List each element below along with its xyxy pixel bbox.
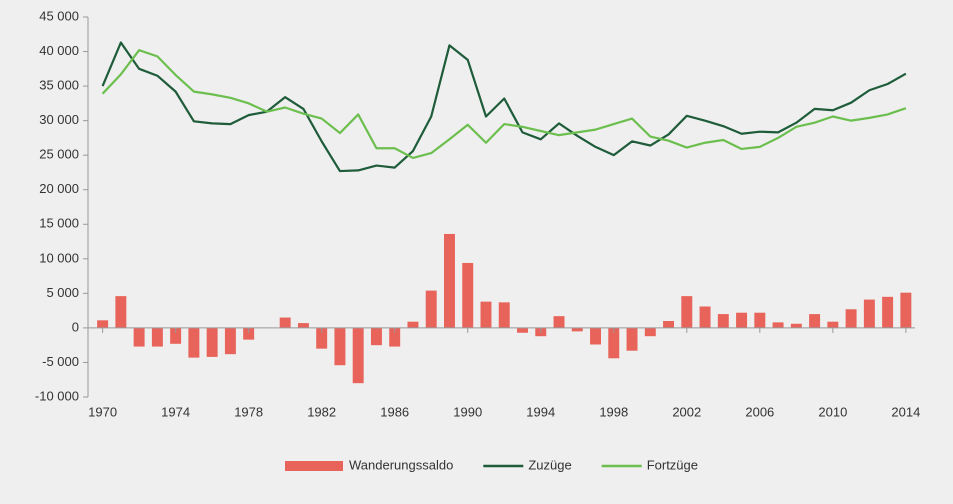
bar [845, 309, 857, 328]
bar [462, 262, 474, 328]
y-tick-label: 25 000 [39, 147, 79, 162]
bar [736, 312, 748, 328]
bar [151, 327, 163, 347]
bar [790, 323, 802, 328]
bar [571, 327, 583, 332]
bar [626, 327, 638, 351]
x-tick-label: 2014 [891, 404, 920, 419]
bar [644, 327, 656, 337]
bar [133, 327, 145, 347]
y-tick-label: 40 000 [39, 43, 79, 58]
y-tick-label: 30 000 [39, 112, 79, 127]
legend-label: Wanderungssaldo [349, 457, 453, 472]
bar [827, 321, 839, 328]
legend-swatch [285, 461, 343, 471]
y-tick-label: 0 [72, 319, 79, 334]
y-tick-label: 35 000 [39, 78, 79, 93]
bar [279, 317, 291, 328]
bar [772, 322, 784, 328]
bar [188, 327, 200, 358]
bar [900, 292, 912, 328]
bar [243, 327, 255, 340]
bar [809, 314, 821, 328]
bar [717, 314, 729, 328]
bar [498, 302, 510, 328]
bar [663, 321, 675, 328]
bar [863, 299, 875, 328]
y-tick-label: 45 000 [39, 8, 79, 23]
y-tick-label: -10 000 [35, 388, 79, 403]
x-tick-label: 1982 [307, 404, 336, 419]
bar [170, 327, 182, 344]
bar [425, 290, 437, 328]
x-tick-label: 2002 [672, 404, 701, 419]
bar [224, 327, 236, 355]
x-tick-label: 2006 [745, 404, 774, 419]
bar [352, 327, 364, 384]
y-tick-label: 20 000 [39, 181, 79, 196]
legend-label: Fortzüge [647, 457, 698, 472]
y-tick-label: 15 000 [39, 216, 79, 231]
line [101, 49, 907, 160]
y-tick-label: 10 000 [39, 250, 79, 265]
line [101, 41, 907, 173]
x-tick-label: 1978 [234, 404, 263, 419]
bar [681, 296, 693, 328]
bar [334, 327, 346, 366]
x-tick-label: 1986 [380, 404, 409, 419]
x-tick-label: 1970 [88, 404, 117, 419]
bar [97, 320, 109, 328]
x-tick-label: 1990 [453, 404, 482, 419]
y-tick-label: -5 000 [42, 354, 79, 369]
bar [316, 327, 328, 349]
legend-label: Zuzüge [528, 457, 571, 472]
bar [115, 296, 127, 328]
x-tick-label: 2010 [818, 404, 847, 419]
x-tick-label: 1974 [161, 404, 190, 419]
x-tick-label: 1994 [526, 404, 555, 419]
bar [407, 321, 419, 328]
bar [206, 327, 218, 357]
bar [480, 301, 492, 328]
bar [590, 327, 601, 345]
bar [389, 327, 401, 347]
bar [553, 316, 565, 328]
x-tick-label: 1998 [599, 404, 628, 419]
bar [699, 306, 711, 328]
bar [517, 327, 528, 333]
bar [882, 296, 894, 328]
bar [297, 323, 309, 328]
bar [443, 233, 455, 328]
bar [754, 312, 766, 328]
bar [608, 327, 620, 359]
bar [370, 327, 382, 346]
y-tick-label: 5 000 [46, 285, 79, 300]
